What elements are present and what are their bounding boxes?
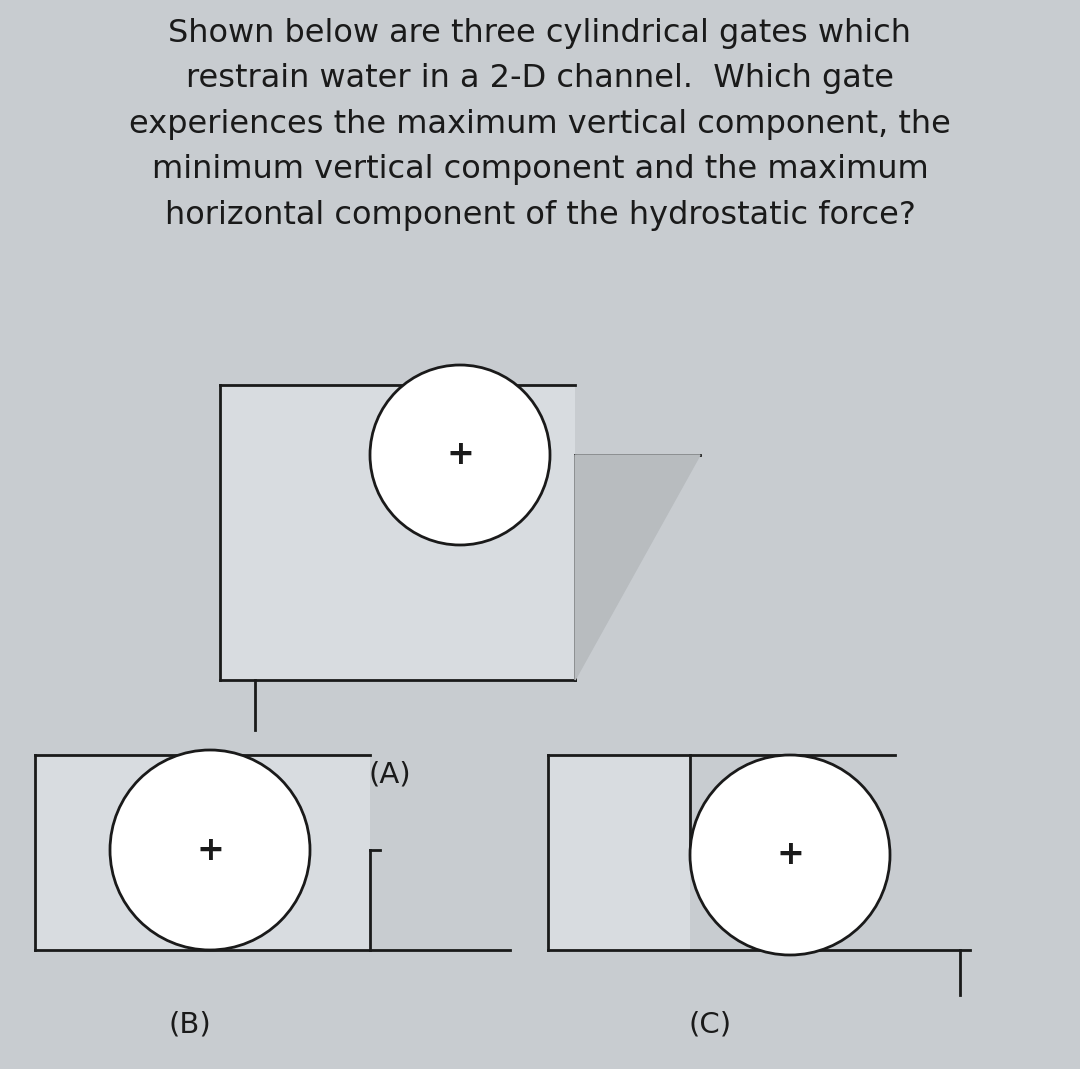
Text: (B): (B) (168, 1010, 212, 1038)
Bar (220, 385, 575, 680)
Circle shape (370, 365, 550, 545)
Text: (A): (A) (368, 760, 411, 788)
Text: (C): (C) (688, 1010, 731, 1038)
Text: +: + (197, 834, 224, 867)
Polygon shape (575, 455, 700, 680)
Circle shape (690, 755, 890, 955)
Bar (548, 755, 690, 950)
Text: +: + (446, 438, 474, 471)
Text: +: + (777, 838, 804, 871)
Bar (35, 755, 370, 950)
Text: Shown below are three cylindrical gates which
restrain water in a 2-D channel.  : Shown below are three cylindrical gates … (130, 18, 950, 231)
Circle shape (110, 750, 310, 950)
